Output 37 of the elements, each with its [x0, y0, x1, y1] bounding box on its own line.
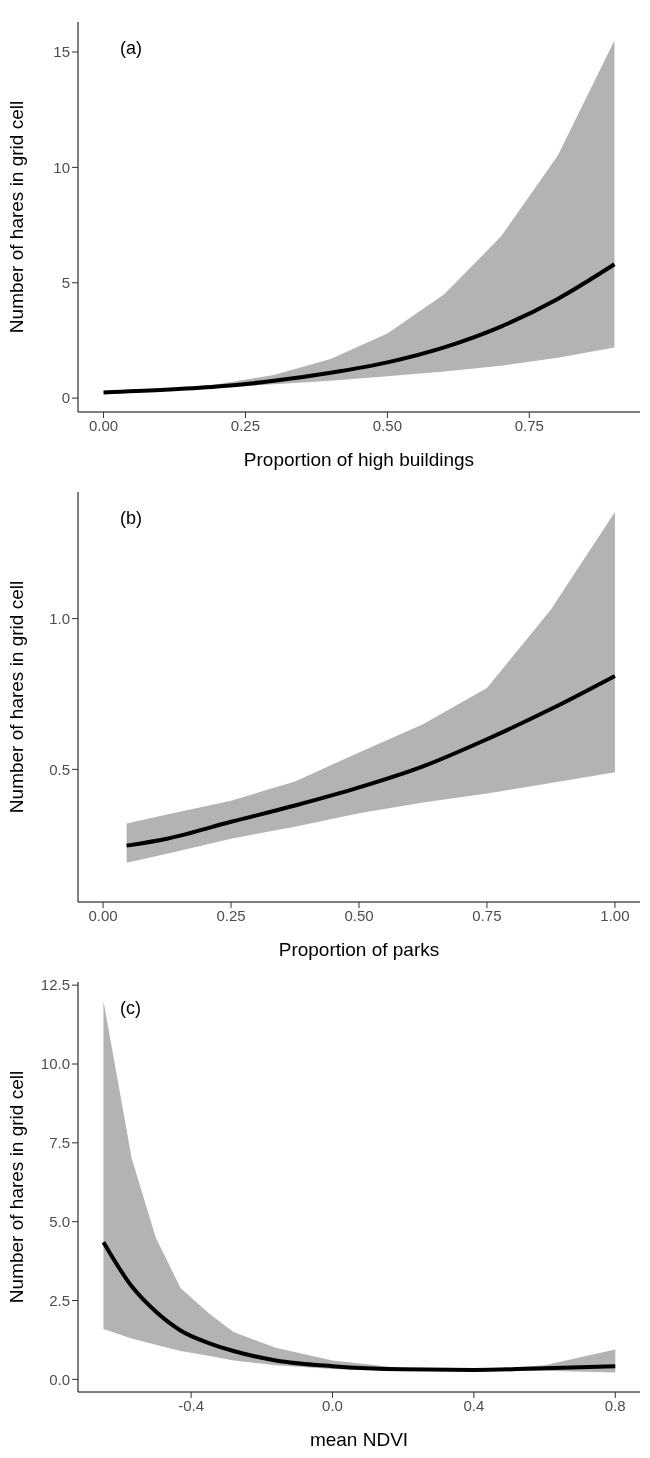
- x-tick-label: 0.50: [344, 906, 374, 924]
- x-axis-title: Proportion of high buildings: [243, 449, 475, 470]
- x-tick-label: 0.25: [230, 416, 261, 434]
- line-series: [101, 1240, 618, 1372]
- x-tick-label: 0.4: [463, 1396, 485, 1414]
- x-axis-title: mean NDVI: [309, 1429, 409, 1450]
- x-tick-label: 0.75: [514, 416, 544, 434]
- y-axis-title: Number of hares in grid cell: [5, 100, 27, 334]
- y-tick-label: 2.5: [49, 1291, 70, 1309]
- line-series: [101, 262, 617, 395]
- x-tick-label: 0.25: [216, 906, 246, 924]
- line-series: [124, 673, 617, 848]
- x-tick-label: 0.0: [322, 1396, 343, 1414]
- y-tick-label: 1.0: [49, 609, 70, 627]
- y-tick-label: 5.0: [49, 1213, 70, 1231]
- y-tick-label: 0.5: [49, 760, 70, 778]
- y-tick-label: 15: [53, 43, 70, 61]
- y-tick-label: 10.0: [40, 1055, 70, 1073]
- annotation: (c): [120, 998, 141, 1019]
- y-tick-label: 7.5: [49, 1134, 70, 1152]
- y-tick-label: 0.0: [49, 1370, 70, 1388]
- annotation: (b): [120, 508, 142, 529]
- y-axis-title: Number of hares in grid cell: [5, 580, 27, 814]
- x-tick-label: -0.4: [178, 1396, 205, 1414]
- x-tick-label: 1.00: [600, 906, 630, 924]
- x-tick-label: 0.75: [472, 906, 502, 924]
- y-tick-label: 12.5: [40, 976, 70, 994]
- annotation: (a): [120, 38, 142, 59]
- y-tick-label: 10: [53, 158, 70, 176]
- x-tick-label: 0.00: [88, 416, 119, 434]
- x-tick-label: 0.00: [88, 906, 118, 924]
- y-tick-label: 5: [61, 274, 70, 292]
- y-axis-title: Number of hares in grid cell: [5, 1070, 27, 1304]
- x-tick-label: 0.50: [372, 416, 402, 434]
- x-axis-title: Proportion of parks: [278, 939, 440, 960]
- y-tick-label: 0: [61, 389, 70, 407]
- x-tick-label: 0.8: [604, 1396, 626, 1414]
